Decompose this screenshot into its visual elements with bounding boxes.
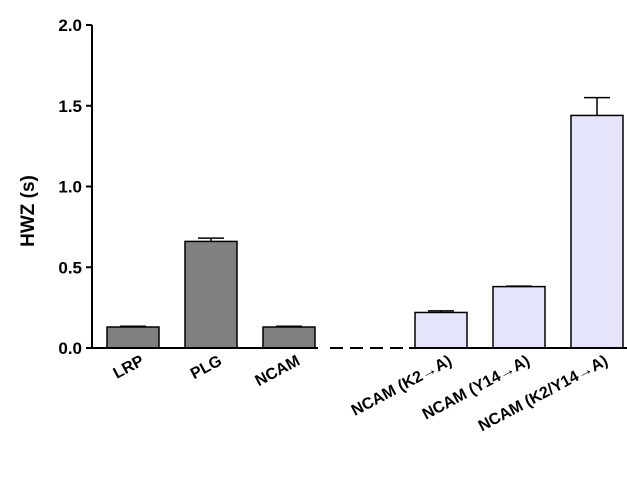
x-axis-labels: LRP PLG NCAM NCAM (K2→A)NCAM (Y14→A)NCAM (K… [111, 352, 611, 435]
bar [492, 285, 546, 349]
y-tick-label: 0.0 [58, 339, 82, 358]
bars [106, 114, 624, 349]
bar [106, 326, 160, 349]
y-tick-label: 2.0 [58, 16, 82, 35]
y-axis-title: HWZ (s) [18, 175, 39, 247]
category-label: PLG [188, 353, 225, 383]
category-label: LRP [111, 352, 148, 382]
category-label: NCAM (K2/Y14→A) [476, 353, 611, 436]
bar [570, 114, 624, 349]
y-tick-label: 0.5 [58, 258, 82, 277]
y-axis-ticks: 0.0 0.5 1.0 1.5 2.0 [58, 16, 92, 358]
y-tick-label: 1.5 [58, 97, 82, 116]
y-tick-label: 1.0 [58, 178, 82, 197]
bar [414, 311, 468, 349]
bar [184, 240, 238, 349]
category-label: NCAM [253, 353, 303, 391]
bar [262, 326, 316, 349]
error-bars [120, 96, 610, 328]
